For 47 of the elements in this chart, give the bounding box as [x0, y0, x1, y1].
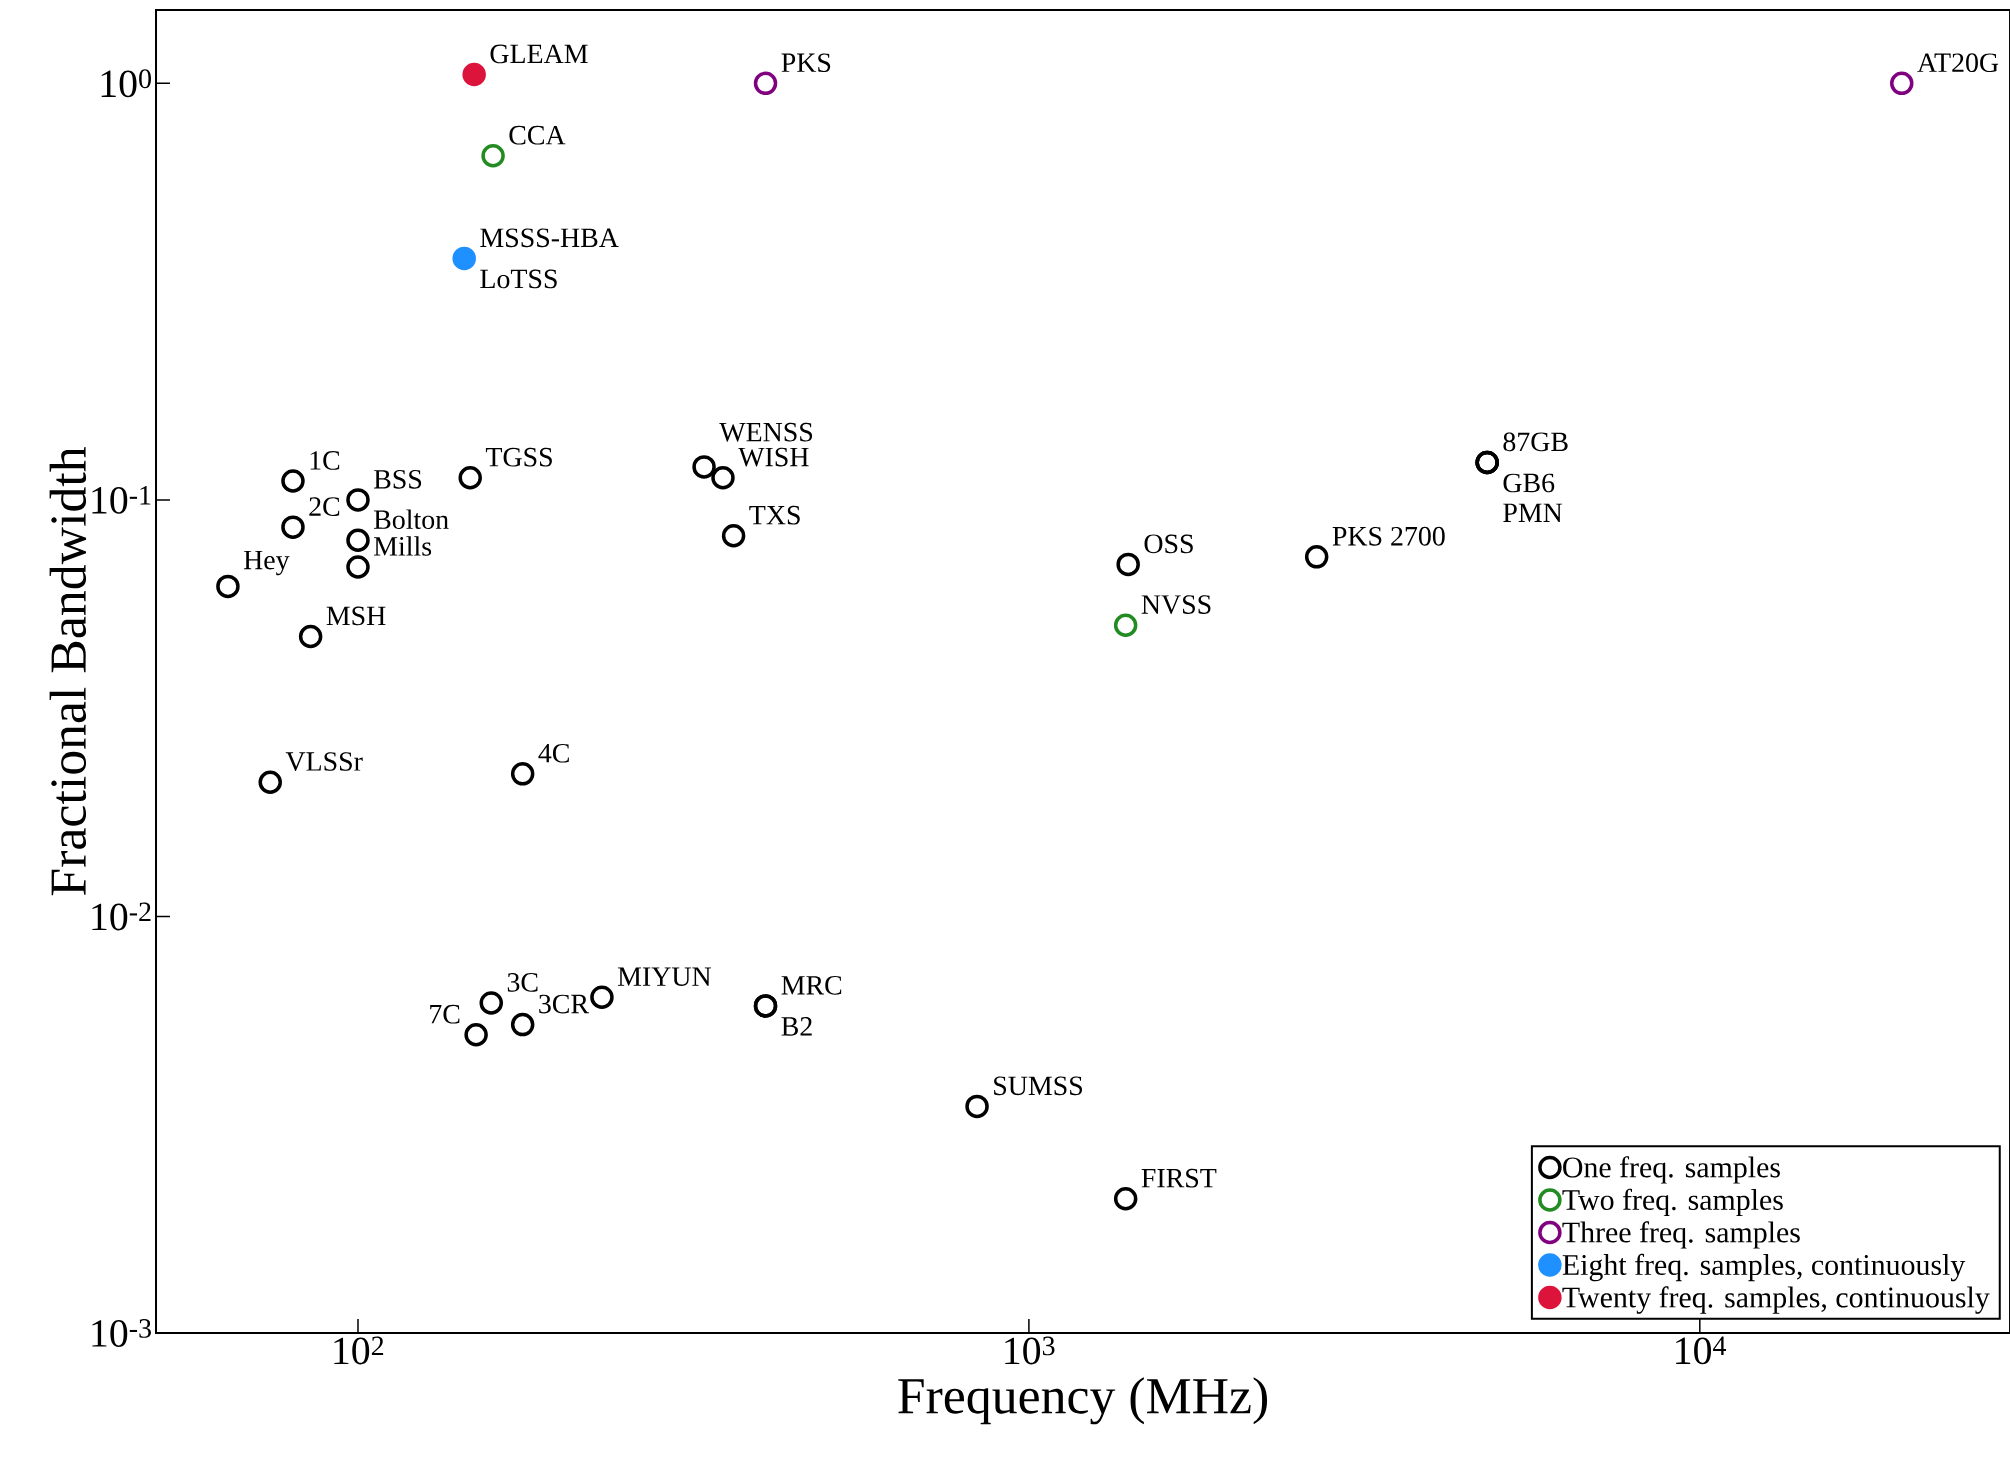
annotation: AT20G: [1917, 53, 1999, 73]
annotation: 2C: [309, 497, 340, 516]
annotation: FIRST: [1141, 1168, 1217, 1188]
legend-label: Three freq. samples: [1562, 1221, 1800, 1249]
annotation: MSH: [326, 606, 386, 626]
annotation: VLSSr: [285, 752, 363, 772]
annotation: GB6: [1503, 473, 1555, 493]
legend-label: One freq. samples: [1563, 1156, 1780, 1184]
y-tick-label: 10$^{-2}$: [92, 902, 151, 931]
annotation: PKS 2700: [1332, 526, 1445, 546]
annotation: Hey: [243, 550, 290, 576]
annotation: 7C: [430, 1004, 460, 1024]
annotation: MIYUN: [617, 967, 711, 986]
annotation: 3C: [507, 973, 538, 992]
annotation: 4C: [538, 743, 569, 763]
annotation: NVSS: [1141, 595, 1211, 615]
annotation: 3CR: [539, 994, 589, 1014]
annotation: MSSS-HBA: [480, 228, 619, 248]
annotation: 87GB: [1503, 432, 1568, 452]
x-axis-title: Frequency (MHz): [898, 1377, 1267, 1425]
annotation: LoTSS: [480, 269, 557, 289]
x-tick-label: 10$^{4}$: [1676, 1336, 1727, 1365]
legend-label: Eight freq. samples, continuously: [1562, 1253, 1966, 1282]
annotation: B2: [781, 1017, 812, 1036]
annotation: TXS: [749, 505, 800, 525]
legend-label: Two freq. samples: [1562, 1188, 1783, 1217]
annotation: Bolton: [373, 509, 449, 530]
annotation: BSS: [373, 469, 422, 489]
annotation: SUMSS: [994, 1076, 1082, 1096]
annotation: PMN: [1503, 503, 1563, 522]
y-tick-label: 10$^{0}$: [101, 69, 151, 98]
annotation: CCA: [509, 125, 566, 145]
annotation: PKS: [781, 53, 831, 73]
x-tick-label: 10$^{2}$: [334, 1336, 384, 1365]
annotation: Mills: [373, 536, 432, 556]
annotation: OSS: [1144, 534, 1193, 554]
annotation: 1C: [310, 451, 340, 470]
y-tick-label: 10$^{-3}$: [92, 1319, 151, 1347]
annotation: MRC: [781, 975, 842, 995]
annotation: WISH: [738, 447, 809, 467]
y-axis-title: Fractional Bandwidth: [49, 447, 87, 896]
legend-label: Twenty freq. samples, continuously: [1562, 1286, 1990, 1314]
y-tick-label: 10$^{-1}$: [92, 486, 151, 514]
x-tick-label: 10$^{3}$: [1005, 1336, 1055, 1365]
annotation: TGSS: [485, 447, 552, 467]
annotation: WENSS: [719, 422, 813, 442]
annotation: GLEAM: [490, 44, 588, 64]
